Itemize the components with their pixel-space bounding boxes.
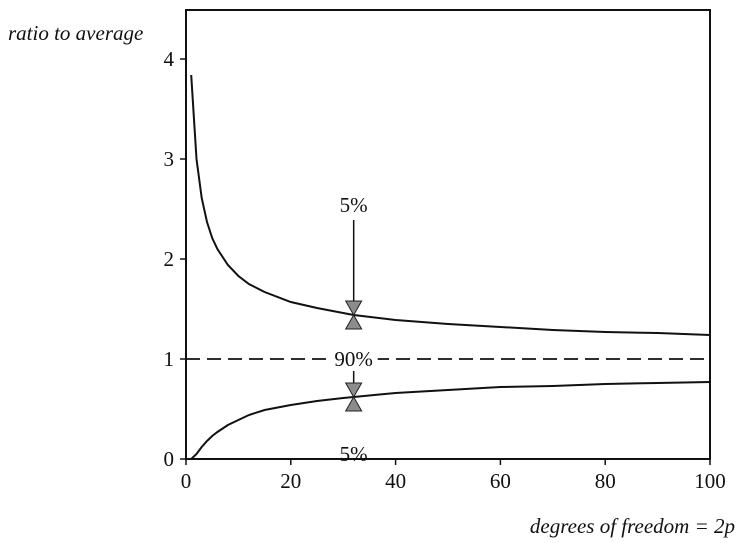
annotations: 5% 90% 5% (329, 193, 378, 466)
plot-frame (185, 9, 711, 460)
series-group (186, 74, 711, 460)
x-tick-label-100: 100 (694, 469, 726, 493)
x-tick-label-40: 40 (385, 469, 406, 493)
y-axis-label: ratio to average (8, 21, 143, 45)
lower-bound-line (190, 381, 711, 460)
x-tick-label-80: 80 (595, 469, 616, 493)
x-tick-label-60: 60 (490, 469, 511, 493)
y-tick-label-0: 0 (164, 447, 175, 471)
annotation-lower-5pct: 5% (340, 442, 368, 466)
annotation-90pct: 90% (334, 347, 373, 371)
upper-bound-line (190, 74, 711, 336)
x-axis-label: degrees of freedom = 2p (530, 514, 735, 538)
y-tick-label-1: 1 (164, 347, 175, 371)
x-tick-label-20: 20 (280, 469, 301, 493)
y-tick-label-3: 3 (164, 147, 175, 171)
y-tick-label-4: 4 (164, 47, 175, 71)
axis-ticks: 0 20 40 60 80 100 0 1 2 3 4 (164, 47, 726, 493)
x-tick-label-0: 0 (181, 469, 192, 493)
upper-arrow-head-down (344, 300, 363, 317)
upper-arrow-head-up (344, 313, 363, 330)
annotation-upper-5pct: 5% (340, 193, 368, 217)
lower-arrow-head-up (344, 395, 363, 412)
annotation-90pct-background (329, 347, 378, 371)
lower-arrow-head-down (344, 382, 363, 399)
y-tick-label-2: 2 (164, 247, 175, 271)
